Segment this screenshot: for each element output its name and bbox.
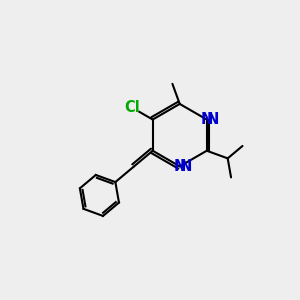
Text: N: N: [173, 159, 186, 174]
Circle shape: [201, 114, 212, 125]
Text: N: N: [201, 112, 213, 127]
Text: Cl: Cl: [124, 100, 140, 115]
Text: N: N: [207, 112, 220, 127]
Circle shape: [174, 161, 185, 172]
Circle shape: [126, 101, 139, 114]
Text: N: N: [180, 159, 192, 174]
